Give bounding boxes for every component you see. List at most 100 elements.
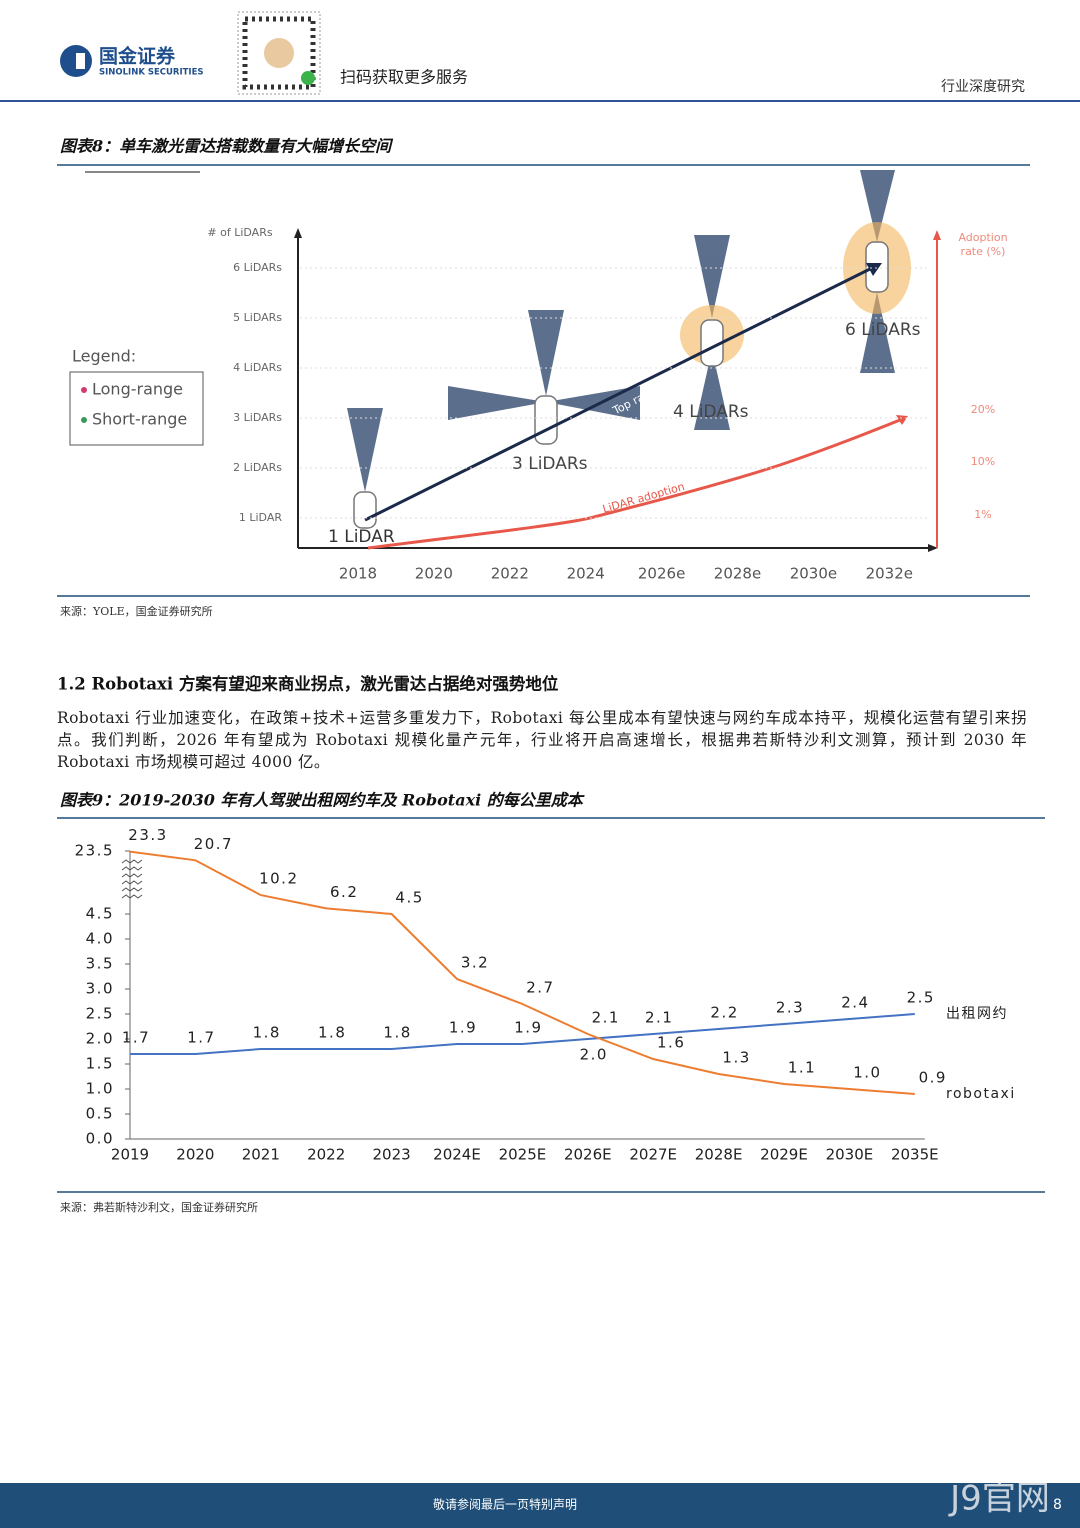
logo-cut: [76, 53, 85, 69]
right-label: 1%: [974, 508, 991, 521]
cone: [448, 386, 546, 420]
cone: [860, 170, 895, 242]
value-label: 1.8: [318, 1024, 346, 1042]
value-label: 1.1: [788, 1059, 816, 1077]
lidar-cones: [347, 170, 895, 492]
y-label: 5 LiDARs: [233, 311, 282, 324]
value-label: 6.2: [330, 883, 358, 901]
y-tick-label: 3.0: [86, 980, 114, 998]
y-tick-label: 4.5: [86, 905, 114, 923]
value-label: 1.3: [722, 1049, 750, 1067]
logo-en: SINOLINK SECURITIES: [99, 68, 204, 78]
car: [534, 395, 558, 445]
series-name: 出租网约: [946, 1006, 1008, 1022]
cone: [528, 310, 564, 396]
annotation: 1 LiDAR: [328, 527, 395, 547]
axis-break: [121, 894, 143, 899]
value-label: 2.4: [841, 994, 869, 1012]
y-tick-label: 2.0: [86, 1030, 114, 1048]
qr-logo: [264, 38, 294, 68]
series-name: robotaxi: [946, 1086, 1016, 1102]
annotation: 6 LiDARs: [845, 320, 921, 340]
y-tick-label: 1.0: [86, 1080, 114, 1098]
x-tick-label: 2022: [307, 1146, 345, 1164]
y-label: 2 LiDARs: [233, 461, 282, 474]
axis-break: [121, 887, 143, 892]
y-tick-label: 23.5: [75, 842, 114, 860]
y-label: 4 LiDARs: [233, 361, 282, 374]
axis-arrow: [294, 228, 302, 238]
value-label: 20.7: [194, 835, 233, 853]
right-label: 10%: [971, 455, 995, 468]
value-label: 1.8: [253, 1024, 281, 1042]
series-line: [129, 850, 915, 1095]
annotation: 4 LiDARs: [673, 402, 749, 422]
x-tick-label: 2024E: [433, 1146, 481, 1164]
figure-title: 图表9：2019-2030 年有人驾驶出租网约车及 Robotaxi 的每公里成…: [60, 791, 585, 810]
watermark: J9官网: [948, 1479, 1050, 1519]
x-tick-label: 2030E: [826, 1146, 874, 1164]
figure-title: 图表8：单车激光雷达搭载数量有大幅增长空间: [60, 137, 394, 156]
x-tick-label: 2019: [111, 1146, 149, 1164]
y-axis-label: # of LiDARs: [207, 226, 272, 239]
value-label: 2.5: [907, 989, 935, 1007]
value-label: 1.6: [657, 1034, 685, 1052]
annotation: LiDAR adoption: [601, 480, 686, 516]
value-label: 1.9: [449, 1019, 477, 1037]
x-label: 2022: [491, 565, 529, 583]
axis-break: [121, 859, 143, 864]
value-label: 1.7: [122, 1029, 150, 1047]
source: 来源：YOLE，国金证券研究所: [60, 604, 213, 618]
value-label: 2.0: [580, 1046, 608, 1064]
legend-item: Long-range: [92, 380, 183, 399]
x-tick-label: 2027E: [629, 1146, 677, 1164]
y-tick-label: 1.5: [86, 1055, 114, 1073]
annotation: 3 LiDARs: [512, 454, 588, 474]
value-label: 2.3: [776, 999, 804, 1017]
value-label: 23.3: [128, 826, 167, 844]
x-label: 2026e: [638, 565, 685, 583]
x-tick-label: 2028E: [695, 1146, 743, 1164]
legend-box: [69, 371, 204, 446]
section-heading: 1.2 Robotaxi 方案有望迎来商业拐点，激光雷达占据绝对强势地位: [57, 674, 559, 694]
legend-title: Legend:: [72, 347, 136, 366]
y-tick-label: 0.5: [86, 1105, 114, 1123]
cost-chart: 0.0 0.5 1.0 1.5 2.0 2.5 3.0 3.5 4.0 4.5 23.5 2019 20…: [75, 826, 1016, 1164]
axis-break: [121, 866, 143, 871]
qr-pattern: [242, 16, 316, 90]
x-tick-label: 2023: [373, 1146, 411, 1164]
right-label: 20%: [971, 403, 995, 416]
x-tick-label: 2035E: [891, 1146, 939, 1164]
x-label: 2030e: [790, 565, 837, 583]
axis-break: [121, 880, 143, 885]
legend-item: Short-range: [92, 410, 187, 429]
value-label: 2.1: [592, 1009, 620, 1027]
value-label: 0.9: [919, 1069, 947, 1087]
right-axis-label: rate (%): [961, 245, 1006, 258]
section-label: 行业深度研究: [941, 79, 1025, 95]
value-label: 3.2: [461, 954, 489, 972]
value-label: 1.7: [187, 1029, 215, 1047]
source: 来源：弗若斯特沙利文，国金证券研究所: [60, 1200, 258, 1214]
footer-bar: [0, 1483, 1080, 1528]
qr-code: [237, 11, 321, 95]
value-label: 10.2: [259, 870, 298, 888]
legend-dot-long: [81, 387, 87, 393]
value-label: 1.8: [383, 1024, 411, 1042]
value-label: 1.9: [514, 1019, 542, 1037]
x-tick-label: 2029E: [760, 1146, 808, 1164]
cone: [694, 235, 730, 318]
logo-mark: [60, 45, 92, 77]
x-label: 2018: [339, 565, 377, 583]
x-label: 2024: [567, 565, 605, 583]
trend-arrow: [364, 266, 873, 522]
x-tick-label: 2021: [242, 1146, 280, 1164]
value-label: 1.0: [853, 1064, 881, 1082]
y-tick-label: 0.0: [86, 1130, 114, 1148]
logo-cn: 国金证券: [99, 45, 176, 68]
qr-caption: 扫码获取更多服务: [340, 68, 468, 87]
car: [353, 491, 377, 529]
value-label: 2.2: [710, 1004, 738, 1022]
